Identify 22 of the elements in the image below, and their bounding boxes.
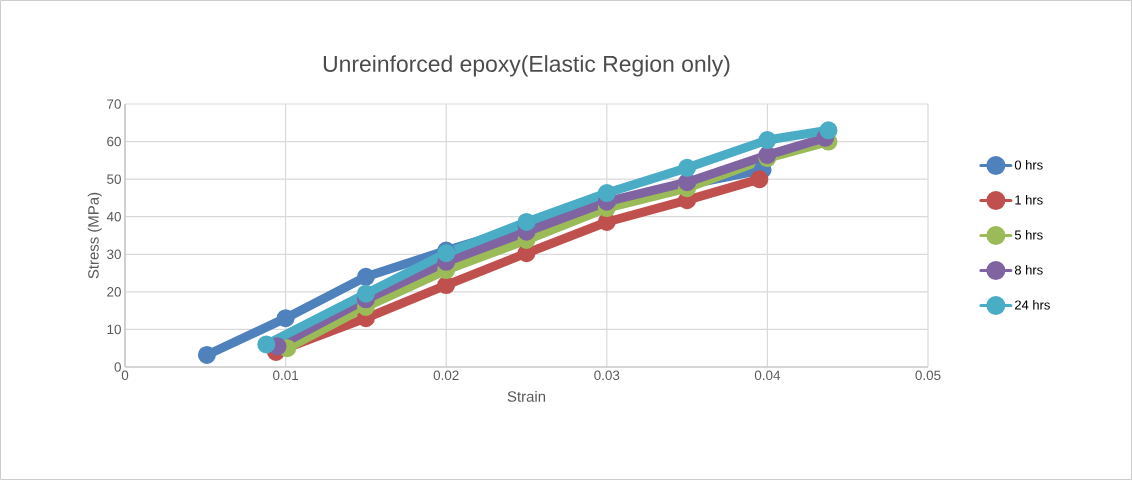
x-tick-label: 0.03 — [594, 370, 620, 381]
y-tick-label: 30 — [107, 249, 121, 260]
y-axis-title: Stress (MPa) — [87, 192, 102, 279]
y-tick-label: 10 — [107, 324, 121, 335]
y-tick-label: 0 — [114, 362, 121, 372]
x-axis-title: Strain — [507, 390, 546, 402]
chart-title: Unreinforced epoxy(Elastic Region only) — [323, 55, 730, 77]
legend-label: 0 hrs — [1014, 160, 1043, 170]
x-tick-label: 0.02 — [433, 370, 459, 381]
y-tick-label: 20 — [107, 287, 121, 297]
y-tick-label: 50 — [107, 174, 121, 184]
legend-label: 5 hrs — [1014, 230, 1043, 240]
legend-label: 8 hrs — [1014, 265, 1043, 275]
legend-label: 24 hrs — [1015, 300, 1050, 310]
x-tick-label: 0.01 — [273, 370, 299, 381]
y-tick-label: 60 — [107, 136, 121, 147]
legend-label: 1 hrs — [1015, 195, 1043, 205]
x-tick-label: 0.05 — [915, 370, 941, 381]
x-tick-label: 0 — [121, 370, 129, 381]
y-tick-label: 40 — [106, 211, 121, 222]
x-tick-label: 0.04 — [754, 370, 781, 381]
y-tick-label: 70 — [107, 99, 121, 109]
